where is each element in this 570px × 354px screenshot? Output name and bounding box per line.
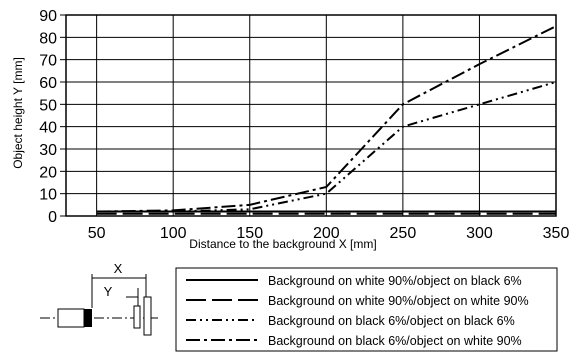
- y-axis-label: Object height Y [mm]: [11, 57, 25, 169]
- legend-label: Background on white 90%/object on black …: [268, 274, 522, 288]
- y-tick-label: 60: [39, 75, 57, 92]
- x-tick-label: 100: [160, 225, 187, 242]
- y-tick-label: 50: [39, 97, 57, 114]
- x-tick-label: 250: [390, 225, 417, 242]
- legend-entries: Background on white 90%/object on black …: [186, 274, 529, 348]
- series-lines: [96, 25, 557, 215]
- legend-label: Background on black 6%/object on black 6…: [268, 314, 515, 328]
- x-axis-label: Distance to the background X [mm]: [189, 237, 376, 251]
- x-tick-label: 150: [236, 225, 263, 242]
- ticks: 50 100 150 200 250 300 350 0 10 20 30 40 50 60 70 80 90: [39, 8, 569, 242]
- y-tick-label: 40: [39, 120, 57, 137]
- legend: Background on white 90%/object on black …: [175, 267, 558, 352]
- background-plate: [143, 296, 152, 336]
- x-tick-label: 50: [88, 225, 106, 242]
- y-tick-label: 10: [39, 187, 57, 204]
- y-tick-label: 30: [39, 142, 57, 159]
- x-tick-label: 350: [543, 225, 570, 242]
- sensor-lens: [84, 309, 92, 327]
- test-object: [133, 305, 141, 329]
- legend-label: Background on white 90%/object on white …: [268, 294, 529, 308]
- y-tick-label: 70: [39, 53, 57, 70]
- y-tick-label: 0: [48, 209, 57, 226]
- plot-frame: [65, 14, 557, 217]
- x-tick-label: 200: [313, 225, 340, 242]
- legend-label: Background on black 6%/object on white 9…: [268, 334, 522, 348]
- dimension-y-label: Y: [104, 284, 113, 299]
- legend-box: [175, 267, 558, 352]
- y-tick-label: 80: [39, 30, 57, 47]
- grid: [66, 14, 557, 217]
- dimension-x-label: X: [114, 261, 123, 276]
- measurement-diagram: X Y: [40, 261, 160, 336]
- y-tick-label: 90: [39, 8, 57, 25]
- y-tick-label: 20: [39, 164, 57, 181]
- plot-border: [65, 14, 557, 217]
- sensor-body: [57, 308, 85, 328]
- series-line: [96, 25, 557, 213]
- x-tick-label: 300: [466, 225, 493, 242]
